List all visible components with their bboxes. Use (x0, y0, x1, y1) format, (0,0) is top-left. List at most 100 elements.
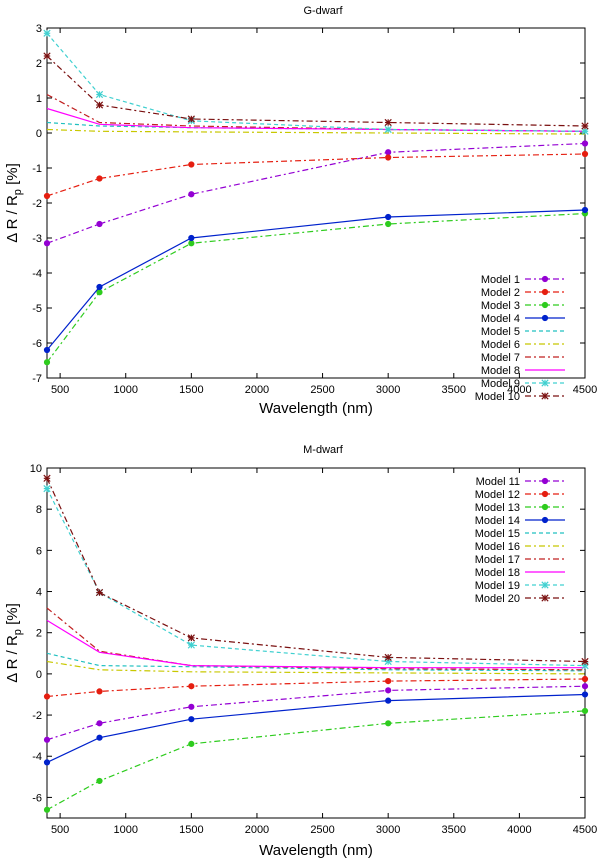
data-point (43, 240, 51, 247)
data-point (96, 734, 103, 741)
star-stroke (581, 127, 589, 135)
data-point (95, 101, 104, 109)
data-point (187, 641, 195, 649)
x-axis-label: Wavelength (nm) (259, 842, 373, 859)
legend-label: Model 14 (475, 515, 520, 527)
legend-marker (541, 275, 549, 283)
data-point (187, 115, 195, 123)
y-axis-label: Δ R / Rp [%] (4, 163, 24, 243)
star-stroke (541, 594, 549, 602)
legend-item: Model 11 (476, 476, 565, 488)
star-stroke (187, 641, 195, 649)
x-tick-label: 3000 (376, 384, 400, 396)
legend-label: Model 13 (475, 502, 520, 514)
legend-item: Model 3 (481, 300, 565, 312)
data-point (581, 122, 589, 130)
series-model-13 (43, 707, 589, 813)
series-line (46, 32, 586, 132)
x-tick-label: 500 (51, 824, 69, 836)
y-tick-label: -4 (32, 751, 42, 763)
legend-item: Model 18 (475, 567, 565, 579)
series-line (46, 488, 586, 667)
data-point (188, 740, 195, 747)
data-point (581, 140, 589, 147)
star-stroke (95, 588, 104, 597)
data-point (188, 240, 195, 247)
data-point (43, 693, 51, 700)
y-tick-label: -6 (32, 338, 42, 350)
data-point (96, 283, 103, 291)
star-stroke (95, 101, 104, 109)
series-model-18 (46, 619, 585, 669)
legend-label: Model 7 (481, 352, 520, 364)
series-model-15 (46, 652, 586, 672)
legend-label: Model 18 (475, 567, 520, 579)
legend-item: Model 1 (481, 274, 565, 286)
series-model-3 (43, 210, 589, 366)
data-point (385, 687, 392, 694)
legend-label: Model 16 (475, 541, 520, 553)
legend-label: Model 5 (481, 326, 520, 338)
m-dwarf-chart: M-dwarf 500 1000 1500 2000 2500 3000 3500 4000 4… (4, 444, 597, 859)
legend-marker (541, 301, 549, 309)
data-point (384, 653, 392, 662)
x-tick-label: 2500 (310, 824, 334, 836)
data-point (385, 720, 392, 727)
y-tick-label: 3 (36, 23, 42, 35)
legend-label: Model 11 (476, 476, 520, 488)
x-tick-label: 500 (51, 384, 69, 396)
y-tick-label: -3 (32, 233, 42, 245)
x-tick-label: 1000 (113, 384, 137, 396)
series-line (46, 619, 585, 669)
data-point (385, 149, 392, 156)
y-tick-label: -5 (32, 303, 42, 315)
plot-frame (46, 467, 586, 819)
star-stroke (581, 657, 589, 666)
legend-item: Model 9 (481, 378, 565, 390)
series-line (46, 685, 586, 741)
data-point (385, 154, 392, 161)
series-line (46, 607, 586, 671)
x-tick-label: 1000 (113, 824, 137, 836)
y-axis-label-suffix: [%] (4, 163, 21, 189)
legend-marker (541, 314, 549, 322)
data-point (43, 52, 51, 60)
legend-item: Model 4 (481, 313, 565, 325)
data-point (385, 677, 392, 685)
legend-marker (541, 503, 549, 511)
star-stroke (187, 115, 195, 123)
x-tick-label: 1500 (179, 824, 203, 836)
data-point (96, 175, 103, 182)
y-axis-label-sub: p (12, 629, 24, 635)
data-point (96, 289, 103, 296)
y-tick-label: -2 (32, 198, 42, 210)
star-stroke (187, 634, 195, 642)
y-tick-label: 2 (36, 628, 42, 640)
data-point (187, 634, 195, 642)
data-point (581, 657, 589, 666)
y-tick-label: -2 (32, 710, 42, 722)
series-line (46, 652, 586, 672)
legend-label: Model 20 (475, 593, 520, 605)
data-point (188, 683, 195, 690)
star-stroke (541, 379, 549, 387)
star-stroke (384, 118, 392, 127)
legend-item: Model 14 (475, 515, 565, 527)
legend-item: Model 19 (475, 580, 565, 592)
legend-marker (541, 581, 549, 589)
x-tick-label: 3500 (442, 384, 466, 396)
star-stroke (43, 52, 51, 60)
x-tick-label: 2000 (245, 384, 269, 396)
series-model-14 (43, 691, 589, 766)
series-line (46, 128, 586, 135)
series-line (46, 107, 586, 132)
series-line (46, 142, 586, 244)
axis-ticks: 500 1000 1500 2000 2500 3000 3500 4000 4500 -7 -6 -… (32, 23, 597, 396)
series-layer (43, 474, 589, 813)
x-tick-label: 3500 (442, 824, 466, 836)
data-point (188, 716, 195, 723)
data-point (43, 346, 51, 354)
legend-item: Model 2 (481, 287, 565, 299)
y-axis-label: Δ R / Rp [%] (4, 603, 24, 683)
